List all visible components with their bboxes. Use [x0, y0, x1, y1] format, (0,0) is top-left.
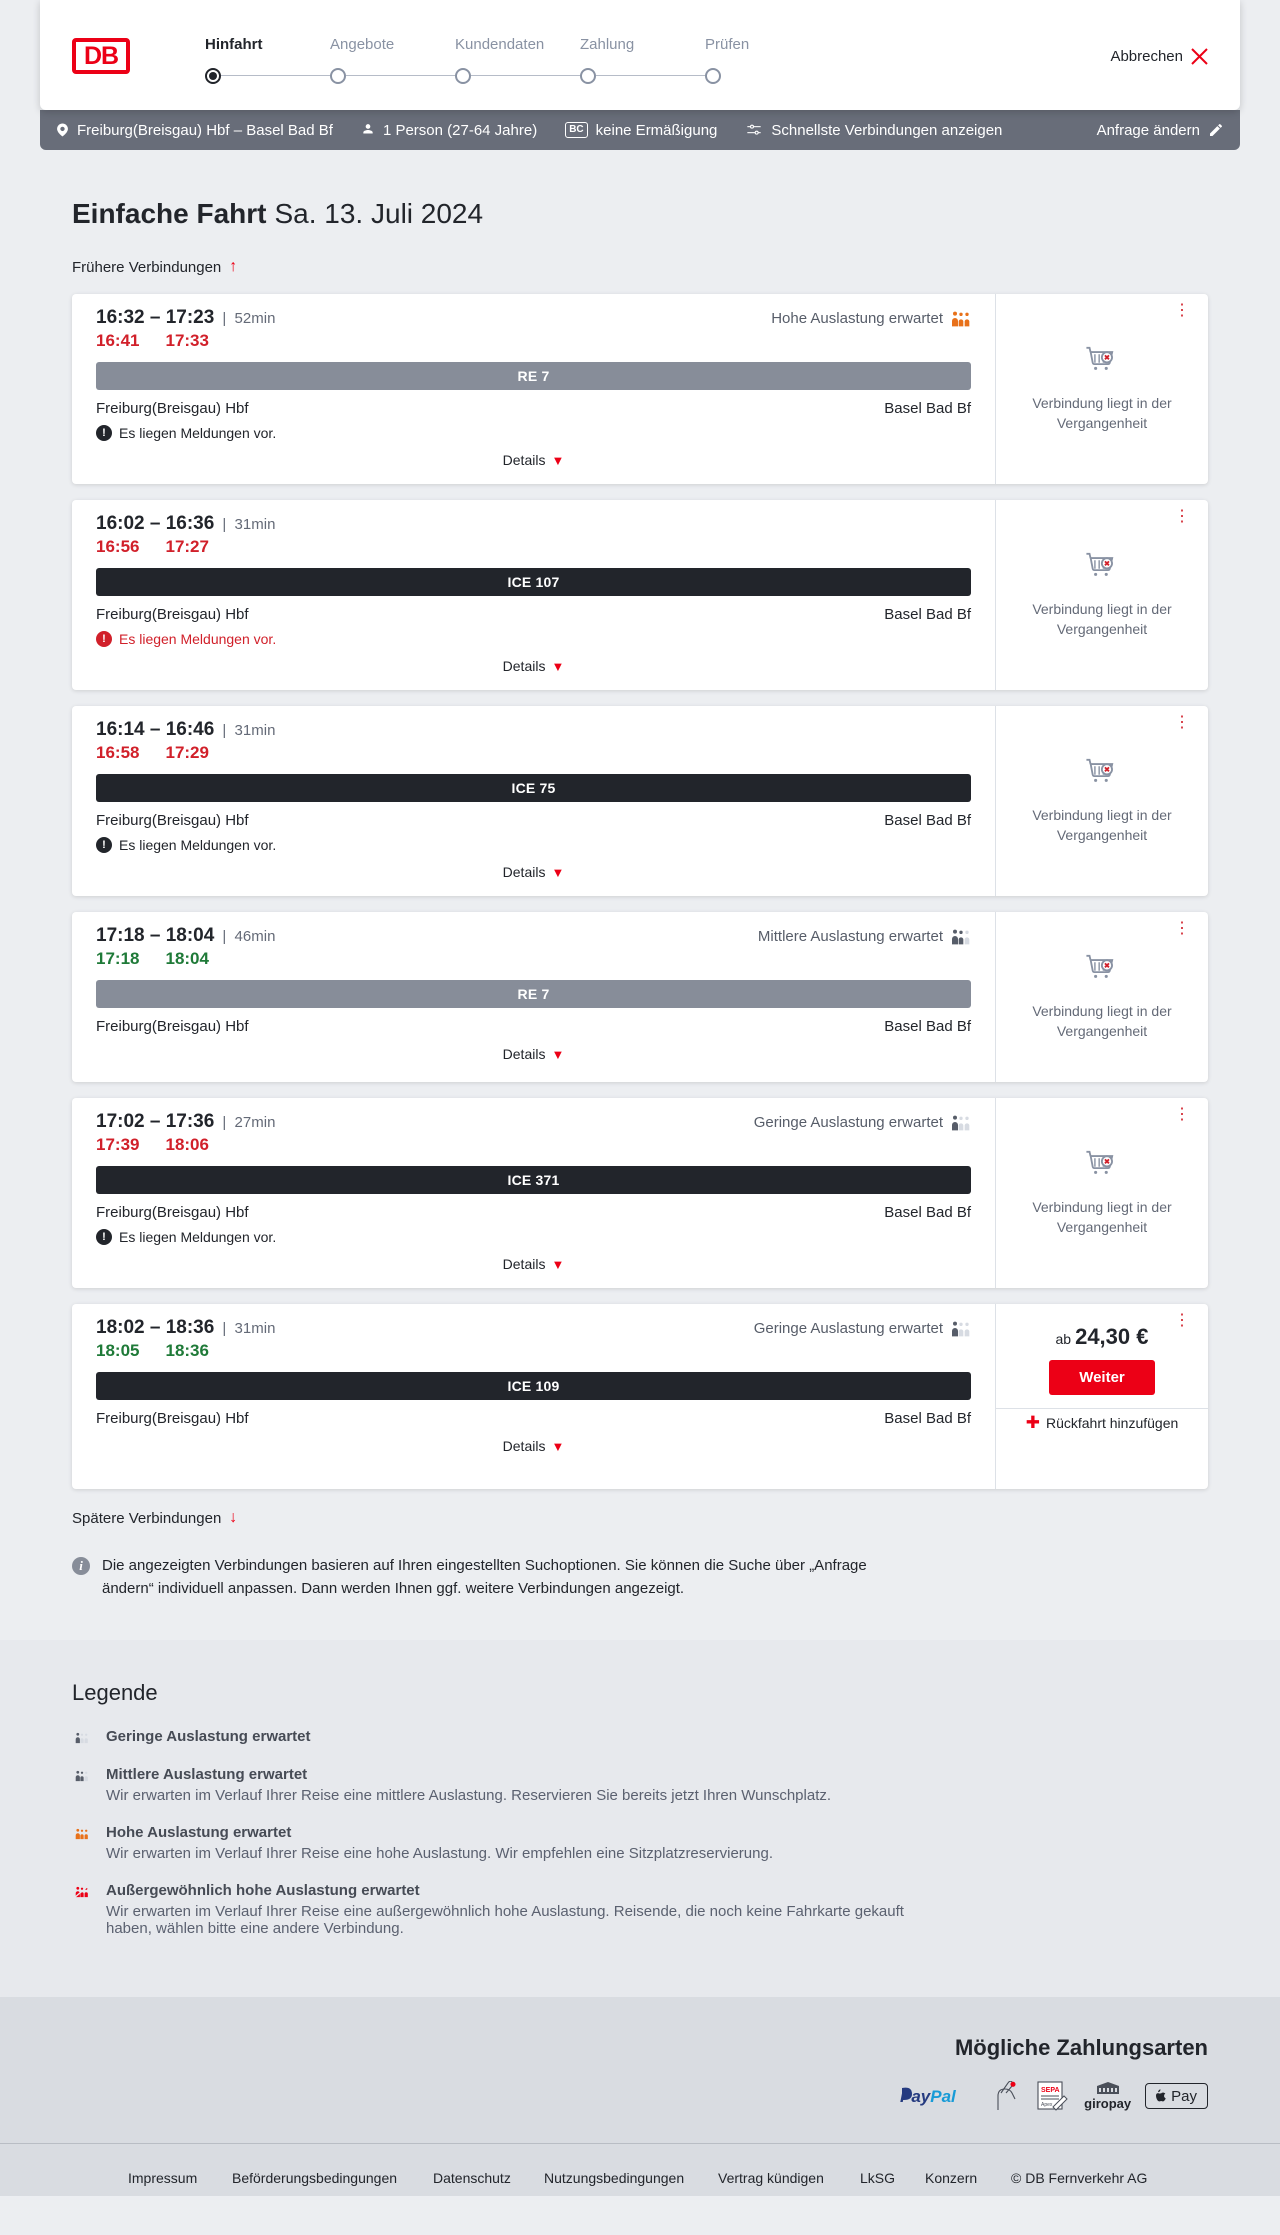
svg-text:Apex: Apex [1041, 2102, 1053, 2108]
svg-text:SEPA: SEPA [1041, 2087, 1060, 2094]
